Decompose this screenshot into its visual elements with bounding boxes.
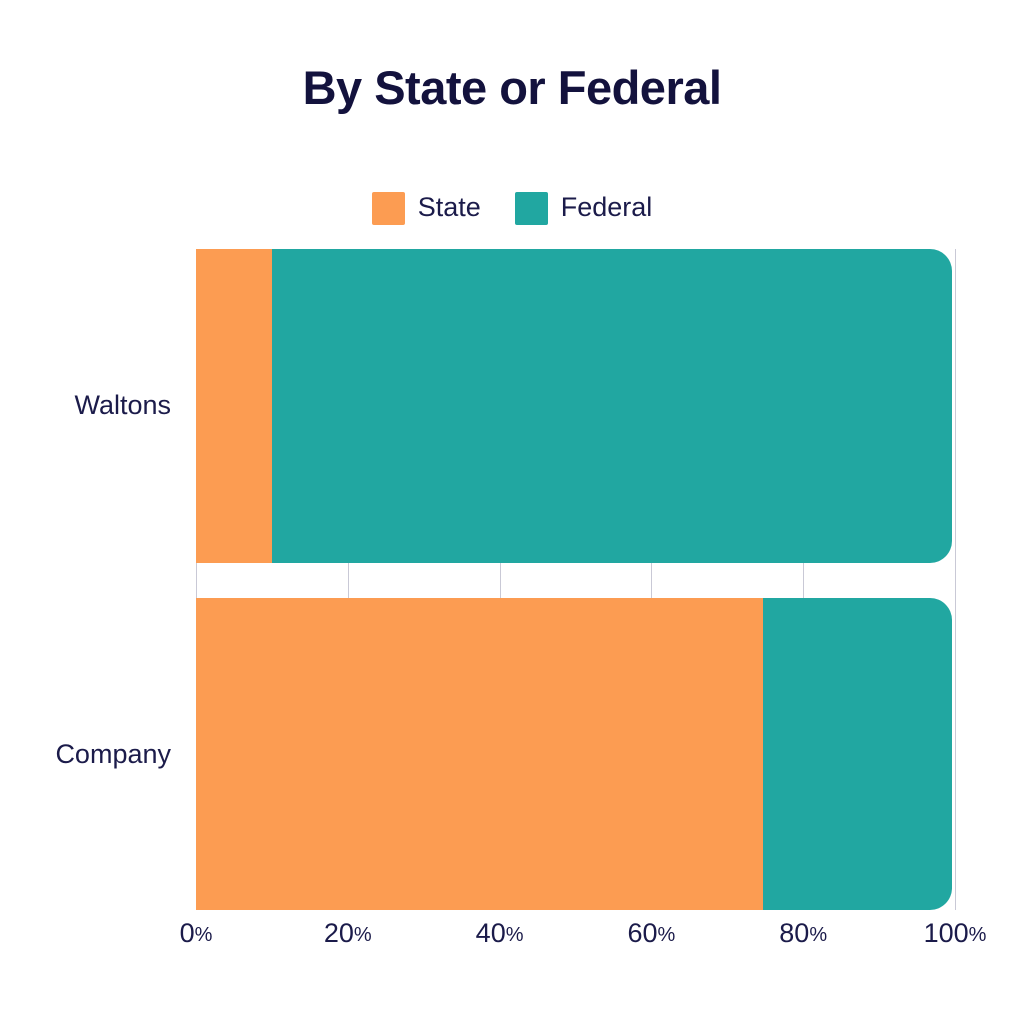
stacked-bar-company — [196, 598, 952, 910]
y-axis-label-company: Company — [55, 739, 171, 769]
chart-title: By State or Federal — [302, 61, 722, 114]
gridline-0% — [196, 249, 197, 910]
x-axis-tick-60: 60% — [627, 918, 676, 948]
y-axis-label-waltons: Waltons — [74, 390, 171, 420]
legend-label-state: State — [417, 192, 481, 222]
gridline-20% — [347, 249, 349, 910]
x-axis-tick-0: 0% — [179, 918, 213, 948]
legend-swatch-state-icon — [371, 192, 405, 225]
x-axis-tick-100: 100% — [923, 918, 987, 948]
chart-legend: State Federal — [0, 192, 1024, 225]
x-axis-tick-80: 80% — [779, 918, 828, 948]
gridline-100% — [955, 249, 956, 910]
x-axis: 0% 20% 40% 60% 80% 100% — [0, 920, 1024, 970]
legend-item-state[interactable]: State — [371, 192, 481, 225]
gridline-40% — [499, 249, 501, 910]
x-axis-tick-40: 40% — [475, 918, 524, 948]
bar-segment-company-federal[interactable] — [763, 598, 952, 910]
bar-row-company — [196, 598, 955, 910]
legend-item-federal[interactable]: Federal — [514, 192, 653, 225]
plot-area — [196, 249, 956, 910]
gridline-60% — [651, 249, 653, 910]
gridline-80% — [803, 249, 805, 910]
bar-row-waltons — [196, 249, 955, 563]
x-axis-tick-20: 20% — [323, 918, 372, 948]
bar-segment-company-state[interactable] — [196, 598, 763, 910]
bar-segment-waltons-state[interactable] — [196, 249, 272, 563]
stacked-bar-waltons — [196, 249, 952, 563]
legend-label-federal: Federal — [560, 192, 653, 222]
bar-segment-waltons-federal[interactable] — [271, 249, 952, 563]
legend-swatch-federal-icon — [514, 192, 548, 225]
